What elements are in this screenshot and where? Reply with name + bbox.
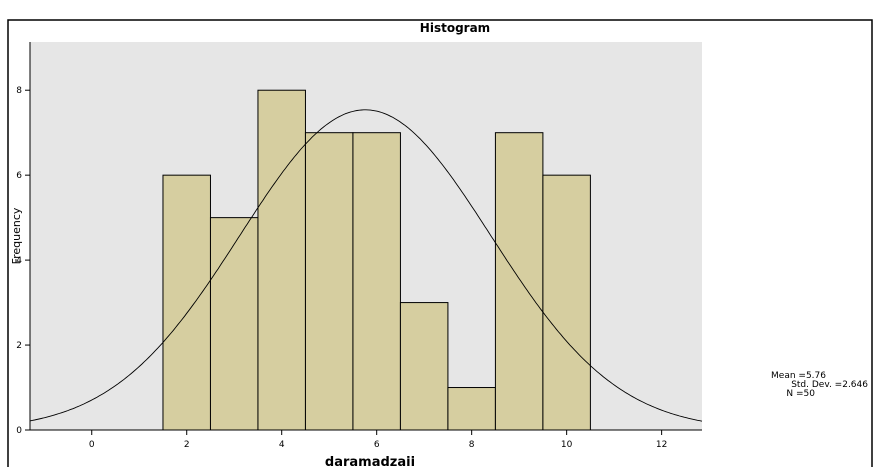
bar <box>494 132 544 431</box>
stat-n: N =50 <box>786 389 815 399</box>
bar <box>399 302 449 431</box>
x-tick-label: 2 <box>184 440 190 450</box>
y-tick-label: 2 <box>16 341 22 351</box>
y-tick-label: 4 <box>16 256 22 266</box>
chart-title: Histogram <box>420 21 490 35</box>
stat-sd: Std. Dev. =2.646 <box>791 380 868 390</box>
bar <box>352 132 401 431</box>
bar <box>542 174 591 431</box>
bar <box>209 217 259 431</box>
stat-mean: Mean =5.76 <box>771 371 826 381</box>
x-tick-label: 12 <box>656 440 667 450</box>
bar <box>162 174 211 431</box>
bar <box>447 387 496 431</box>
x-tick-label: 4 <box>279 440 285 450</box>
normal-curve <box>29 109 703 422</box>
y-tick-label: 8 <box>16 86 22 96</box>
x-tick-label: 10 <box>561 440 573 450</box>
x-tick-label: 6 <box>374 440 380 450</box>
bar <box>257 89 306 431</box>
x-tick-label: 8 <box>469 440 475 450</box>
bar <box>304 132 354 431</box>
y-tick-label: 0 <box>16 426 22 436</box>
y-tick-label: 6 <box>16 171 22 181</box>
x-tick-label: 0 <box>89 440 95 450</box>
x-axis-label: daramadzaii <box>325 455 415 467</box>
y-axis-label: Frequency <box>10 207 23 264</box>
